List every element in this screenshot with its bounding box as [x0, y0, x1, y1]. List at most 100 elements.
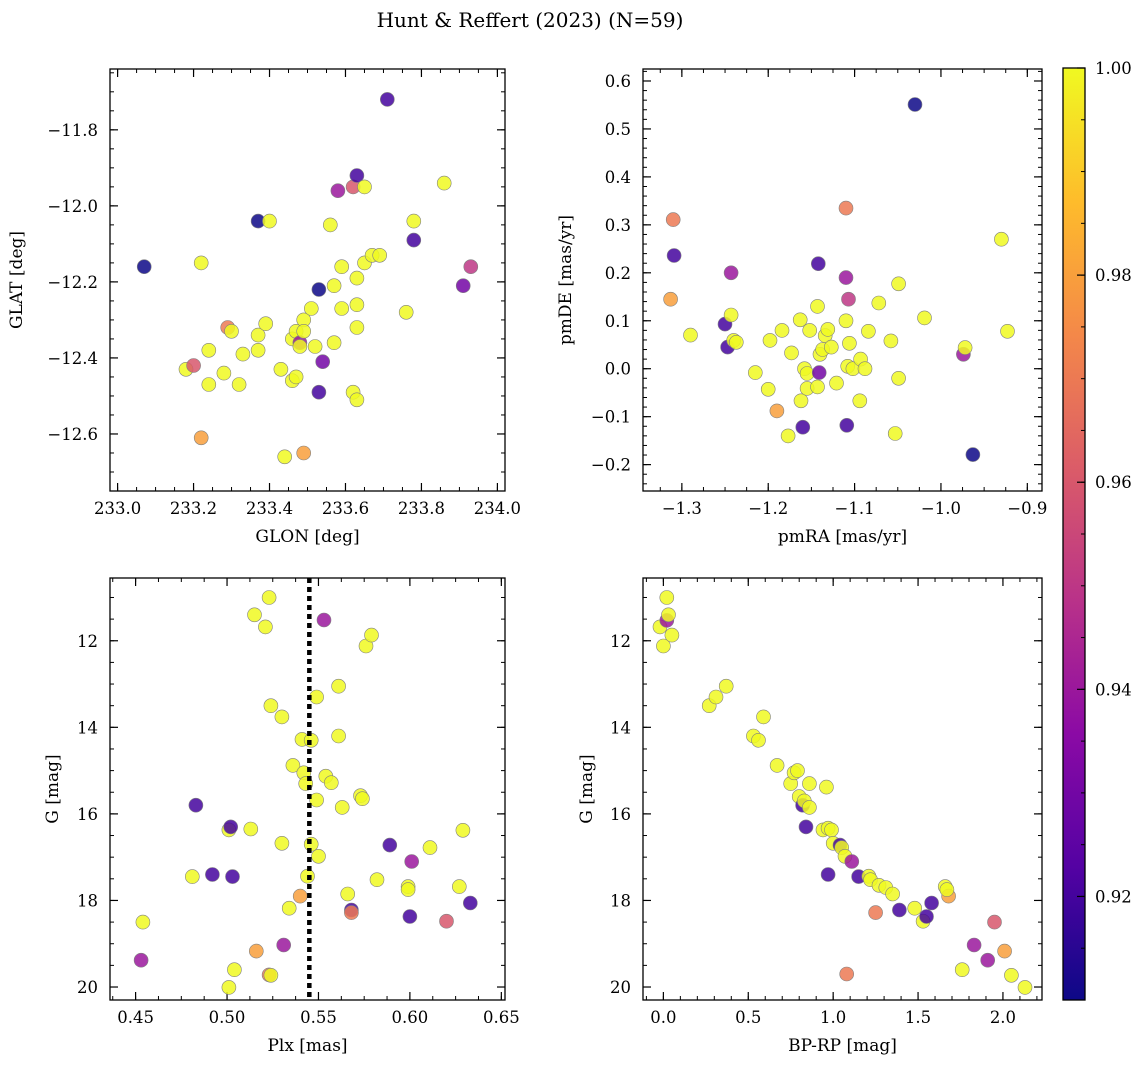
data-point [891, 370, 906, 386]
panel-cmd: 0.0 0.5 1.0 1.5 2.0 12 14 16 18 20 BP-RP [mag] G [m… [577, 577, 1043, 1056]
data-point [939, 882, 955, 897]
data-points [652, 590, 1033, 995]
data-point [661, 607, 676, 623]
data-point [224, 323, 239, 339]
data-point [656, 638, 671, 654]
colorbar: 0.92 0.94 0.96 0.98 1.00 [1062, 59, 1132, 1001]
data-point [369, 872, 385, 888]
colorbar-tick-label: 0.98 [1095, 266, 1132, 285]
y-axis-label: pmDE [mas/yr] [556, 215, 576, 345]
data-point [820, 867, 836, 882]
data-point [258, 619, 273, 635]
data-point [185, 869, 200, 884]
y-tick-label: 20 [610, 978, 631, 997]
y-tick-label: 12 [610, 632, 631, 651]
data-point [274, 835, 290, 851]
data-point [250, 342, 266, 358]
data-point [868, 905, 883, 920]
data-point [281, 900, 297, 916]
x-tick-label: 234.0 [474, 499, 521, 518]
data-point [227, 962, 242, 978]
data-point [811, 365, 827, 380]
y-tick-label: 0.1 [605, 312, 631, 331]
x-axis-label: pmRA [mas/yr] [778, 527, 907, 547]
x-tick-label: 0.45 [117, 1008, 154, 1027]
data-point [201, 377, 217, 392]
data-point [349, 320, 365, 335]
data-point [344, 905, 359, 920]
data-point [802, 800, 817, 815]
data-point [892, 902, 907, 918]
y-tick-label: −12.6 [47, 425, 98, 444]
data-point [802, 323, 818, 338]
x-axis-label: GLON [deg] [255, 527, 359, 547]
data-point [883, 333, 899, 349]
y-tick-label: 18 [610, 891, 631, 910]
data-point [769, 758, 785, 773]
data-point [404, 854, 420, 869]
data-point [966, 937, 982, 953]
data-point [924, 895, 939, 911]
data-point [1017, 980, 1033, 995]
data-point [274, 709, 290, 725]
data-point [334, 301, 350, 316]
axes-frame [109, 577, 506, 1001]
x-tick-label: 233.0 [94, 499, 141, 518]
data-points [663, 97, 1015, 462]
data-point [135, 914, 151, 930]
data-point [439, 913, 454, 929]
data-point [136, 259, 152, 275]
data-point [838, 313, 854, 329]
data-point [810, 256, 826, 272]
data-point [311, 848, 326, 864]
data-point [663, 291, 678, 307]
y-tick-label: 18 [77, 891, 98, 910]
data-point [292, 888, 308, 904]
data-point [857, 361, 873, 377]
y-tick-label: −0.1 [591, 408, 631, 427]
data-point [349, 392, 365, 408]
data-point [307, 339, 323, 354]
data-point [798, 819, 814, 835]
data-point [349, 297, 365, 313]
y-tick-label: −12.4 [47, 349, 98, 368]
scatter-panels: 233.0 233.2 233.4 233.6 233.8 234.0 −12.6 −12.4… [7, 68, 1047, 1056]
data-point [243, 821, 259, 837]
data-point [965, 447, 981, 462]
panel-sky: 233.0 233.2 233.4 233.6 233.8 234.0 −12.6 −12.4… [7, 68, 521, 547]
data-point [723, 265, 739, 281]
data-point [917, 310, 932, 326]
x-tick-label: −1.3 [662, 499, 702, 518]
x-tick-label: −1.1 [835, 499, 875, 518]
data-point [235, 346, 251, 362]
data-point [261, 590, 277, 605]
data-point [790, 763, 805, 778]
y-tick-label: 0.3 [605, 216, 631, 235]
y-tick-label: 0.5 [605, 120, 631, 139]
data-point [231, 377, 247, 392]
data-point [841, 291, 856, 307]
data-point [349, 168, 365, 183]
data-point [322, 217, 338, 233]
data-point [326, 278, 342, 294]
data-point [852, 393, 868, 409]
data-point [402, 909, 418, 924]
data-point [820, 322, 836, 337]
data-point [379, 92, 395, 107]
data-point [277, 449, 293, 465]
x-tick-label: 2.0 [990, 1008, 1016, 1027]
x-tick-label: −0.9 [1007, 499, 1047, 518]
data-point [311, 282, 327, 297]
y-tick-label: −12.2 [47, 273, 98, 292]
data-point [718, 678, 734, 694]
x-tick-label: 1.0 [820, 1008, 846, 1027]
data-point [957, 340, 973, 355]
y-tick-label: 20 [77, 978, 98, 997]
colorbar-gradient [1063, 68, 1085, 1000]
data-point [288, 369, 304, 385]
data-point [792, 312, 808, 328]
data-point [871, 295, 887, 311]
x-tick-label: 233.8 [398, 499, 445, 518]
data-point [885, 886, 900, 902]
data-point [398, 304, 414, 320]
